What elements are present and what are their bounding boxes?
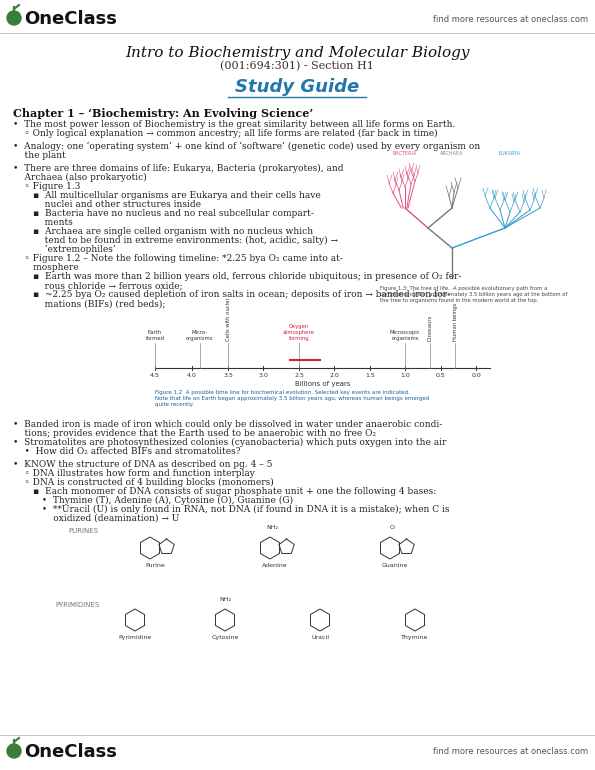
Text: Intro to Biochemistry and Molecular Biology: Intro to Biochemistry and Molecular Biol… — [125, 46, 469, 60]
Text: 3.0: 3.0 — [258, 373, 268, 378]
Text: 1.0: 1.0 — [400, 373, 410, 378]
Text: ◦ Only logical explanation → common ancestry; all life forms are related (far ba: ◦ Only logical explanation → common ance… — [13, 129, 438, 138]
Text: oxidized (deamination) → U: oxidized (deamination) → U — [13, 514, 179, 523]
Text: NH₂: NH₂ — [266, 525, 278, 530]
Text: 2.5: 2.5 — [294, 373, 304, 378]
Text: Thymine: Thymine — [401, 635, 428, 640]
Text: •  The most power lesson of Biochemistry is the great similarity between all lif: • The most power lesson of Biochemistry … — [13, 120, 455, 129]
Text: mations (BIFs) (red beds);: mations (BIFs) (red beds); — [13, 299, 165, 308]
Text: find more resources at oneclass.com: find more resources at oneclass.com — [433, 15, 588, 24]
Text: Chapter 1 – ‘Biochemistry: An Evolving Science’: Chapter 1 – ‘Biochemistry: An Evolving S… — [13, 108, 313, 119]
Text: ◦ Figure 1.2 – Note the following timeline: *2.25 bya O₂ came into at-: ◦ Figure 1.2 – Note the following timeli… — [13, 254, 343, 263]
Text: Archaea (also prokaryotic): Archaea (also prokaryotic) — [13, 173, 147, 182]
Text: 3.5: 3.5 — [223, 373, 233, 378]
Text: Figure 1.2  A possible time line for biochemical evolution. Selected key events : Figure 1.2 A possible time line for bioc… — [155, 390, 429, 407]
Text: nuclei and other structures inside: nuclei and other structures inside — [13, 200, 201, 209]
Text: Purine: Purine — [145, 563, 165, 568]
Text: •  There are three domains of life: Eukarya, Bacteria (prokaryotes), and: • There are three domains of life: Eukar… — [13, 164, 343, 173]
Text: 2.0: 2.0 — [329, 373, 339, 378]
Text: 0.5: 0.5 — [436, 373, 446, 378]
Text: ▪  Earth was more than 2 billion years old, ferrous chloride ubiquitous; in pres: ▪ Earth was more than 2 billion years ol… — [13, 272, 462, 281]
Text: BACTERIA: BACTERIA — [393, 151, 417, 156]
Text: •  Banded iron is made of iron which could only be dissolved in water under anae: • Banded iron is made of iron which coul… — [13, 420, 442, 429]
Text: •  **Uracil (U) is only found in RNA, not DNA (if found in DNA it is a mistake);: • **Uracil (U) is only found in RNA, not… — [13, 505, 449, 514]
Text: 4.5: 4.5 — [150, 373, 160, 378]
Text: ‘extremophiles’: ‘extremophiles’ — [13, 245, 116, 254]
Text: Dinosaurs: Dinosaurs — [427, 315, 433, 341]
Text: •  How did O₂ affected BIFs and stromatolites?: • How did O₂ affected BIFs and stromatol… — [13, 447, 240, 456]
Text: OneClass: OneClass — [24, 743, 117, 761]
Text: rous chloride → ferrous oxide;: rous chloride → ferrous oxide; — [13, 281, 183, 290]
Text: 1.5: 1.5 — [365, 373, 375, 378]
Text: ▪  Bacteria have no nucleus and no real subcellular compart-: ▪ Bacteria have no nucleus and no real s… — [13, 209, 314, 218]
Text: find more resources at oneclass.com: find more resources at oneclass.com — [433, 748, 588, 756]
Text: •  KNOW the structure of DNA as described on pg. 4 – 5: • KNOW the structure of DNA as described… — [13, 460, 273, 469]
Text: tions; provides evidence that the Earth used to be anaerobic with no free O₂: tions; provides evidence that the Earth … — [13, 429, 376, 438]
Text: Guanine: Guanine — [382, 563, 408, 568]
Text: Billions of years: Billions of years — [295, 381, 350, 387]
Text: PURINES: PURINES — [68, 528, 98, 534]
Text: mosphere: mosphere — [13, 263, 79, 272]
Text: ◦ DNA is constructed of 4 building blocks (monomers): ◦ DNA is constructed of 4 building block… — [13, 478, 274, 487]
Text: Cytosine: Cytosine — [211, 635, 239, 640]
Text: NH₂: NH₂ — [219, 597, 231, 602]
Text: Cells with nuclei: Cells with nuclei — [226, 298, 230, 341]
Text: Oxygen
atmosphere
forming: Oxygen atmosphere forming — [283, 324, 315, 341]
Text: Figure 1.3: The tree of life.  A possible evolutionary path from a
common ancest: Figure 1.3: The tree of life. A possible… — [380, 286, 567, 303]
Circle shape — [7, 744, 21, 758]
Circle shape — [7, 11, 21, 25]
Text: O: O — [390, 525, 394, 530]
Text: (001:694:301) - Section H1: (001:694:301) - Section H1 — [220, 61, 374, 72]
Text: PYRIMIDINES: PYRIMIDINES — [55, 602, 99, 608]
Text: Uracil: Uracil — [311, 635, 329, 640]
Text: •  Stromatolites are photosynthesized colonies (cyanobacteria) which puts oxygen: • Stromatolites are photosynthesized col… — [13, 438, 446, 447]
Text: ▪  Each monomer of DNA consists of sugar phosphate unit + one the following 4 ba: ▪ Each monomer of DNA consists of sugar … — [13, 487, 436, 496]
Text: ◦ DNA illustrates how form and function interplay: ◦ DNA illustrates how form and function … — [13, 469, 255, 478]
Text: ▪  Archaea are single celled organism with no nucleus which: ▪ Archaea are single celled organism wit… — [13, 227, 313, 236]
Text: OneClass: OneClass — [24, 10, 117, 28]
Text: Micro-
organisms: Micro- organisms — [186, 330, 214, 341]
Text: Earth
formed: Earth formed — [146, 330, 164, 341]
Text: tend to be found in extreme environments: (hot, acidic, salty) →: tend to be found in extreme environments… — [13, 236, 338, 245]
Text: Microscopic
organisms: Microscopic organisms — [390, 330, 420, 341]
Text: the plant: the plant — [13, 151, 66, 160]
Text: Adenine: Adenine — [262, 563, 288, 568]
Text: Study Guide: Study Guide — [235, 78, 359, 96]
Text: ▪  ~2.25 bya O₂ caused depletion of iron salts in ocean; deposits of iron → band: ▪ ~2.25 bya O₂ caused depletion of iron … — [13, 290, 450, 299]
Text: Human beings: Human beings — [453, 303, 458, 341]
Text: EUKARYA: EUKARYA — [499, 151, 521, 156]
Text: 4.0: 4.0 — [187, 373, 197, 378]
Text: •  Thymine (T), Adenine (A), Cytosine (O), Guanine (G): • Thymine (T), Adenine (A), Cytosine (O)… — [13, 496, 293, 505]
Text: Pyrimidine: Pyrimidine — [118, 635, 152, 640]
Text: ◦ Figure 1.3: ◦ Figure 1.3 — [13, 182, 80, 191]
Text: ▪  All multicellular organisms are Eukarya and their cells have: ▪ All multicellular organisms are Eukary… — [13, 191, 321, 200]
Text: 0.0: 0.0 — [471, 373, 481, 378]
Text: •  Analogy: one ‘operating system’ + one kind of ‘software’ (genetic code) used : • Analogy: one ‘operating system’ + one … — [13, 142, 480, 152]
Text: ments: ments — [13, 218, 73, 227]
Text: ARCHAEA: ARCHAEA — [440, 151, 464, 156]
